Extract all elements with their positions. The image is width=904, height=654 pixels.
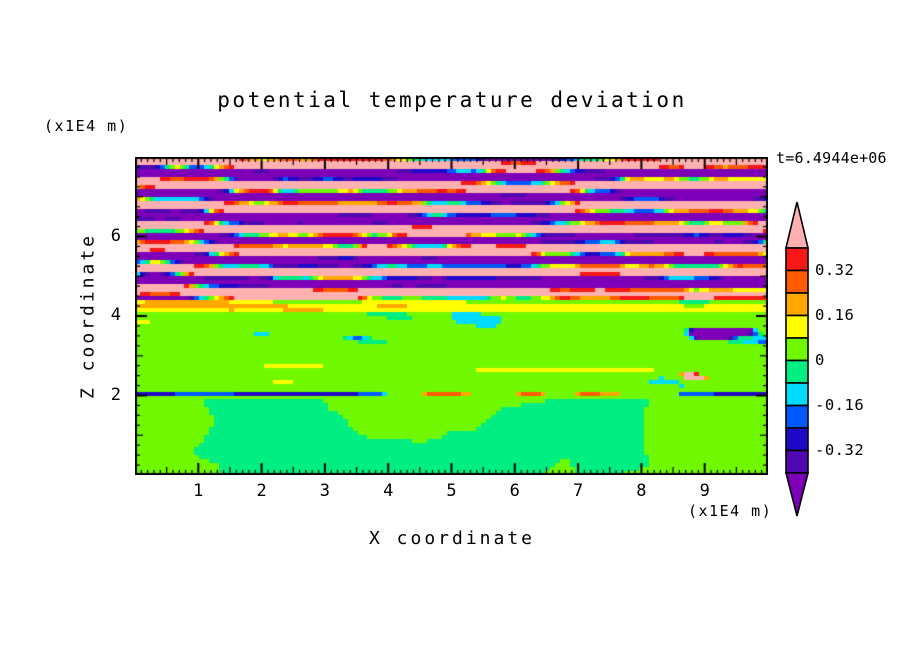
colorbar-tick-label: 0.16 [815, 305, 855, 324]
colorbar-band [785, 449, 809, 474]
x-tick-label: 3 [319, 481, 331, 501]
colorbar-band [785, 337, 809, 362]
colorbar-band [785, 314, 809, 339]
chart-title: potential temperature deviation [217, 88, 687, 112]
time-annotation: t=6.4944e+06 [776, 149, 887, 167]
y-axis-unit-label: (x1E4 m) [44, 117, 129, 135]
x-axis-unit-label: (x1E4 m) [688, 502, 773, 520]
colorbar-band [785, 427, 809, 452]
heatmap-canvas [135, 157, 768, 475]
colorbar-band [785, 247, 809, 272]
x-tick-label: 5 [446, 481, 457, 501]
colorbar-band [785, 382, 809, 407]
colorbar-band [785, 269, 809, 294]
x-tick-label: 2 [256, 481, 267, 501]
x-tick-label: 1 [193, 481, 204, 501]
x-tick-label: 9 [699, 481, 710, 501]
colorbar-over-arrow [784, 201, 810, 249]
colorbar-tick-label: -0.16 [815, 395, 865, 414]
x-tick-label: 7 [572, 481, 584, 501]
colorbar-band [785, 292, 809, 317]
colorbar-band [785, 359, 809, 384]
x-axis-title: X coordinate [368, 528, 536, 549]
x-tick-label: 8 [636, 481, 647, 501]
colorbar-tick-label: -0.32 [815, 440, 865, 459]
x-tick-label: 6 [509, 481, 520, 501]
colorbar-tick-label: 0.32 [815, 260, 855, 279]
colorbar-tick-label: 0 [815, 350, 825, 369]
colorbar-band [785, 404, 809, 429]
colorbar-under-arrow [784, 472, 810, 517]
y-tick-label: 4 [110, 305, 121, 325]
colorbar [784, 201, 810, 517]
y-tick-label: 6 [110, 225, 121, 246]
x-tick-label: 4 [383, 481, 394, 501]
y-tick-label: 2 [110, 384, 121, 405]
